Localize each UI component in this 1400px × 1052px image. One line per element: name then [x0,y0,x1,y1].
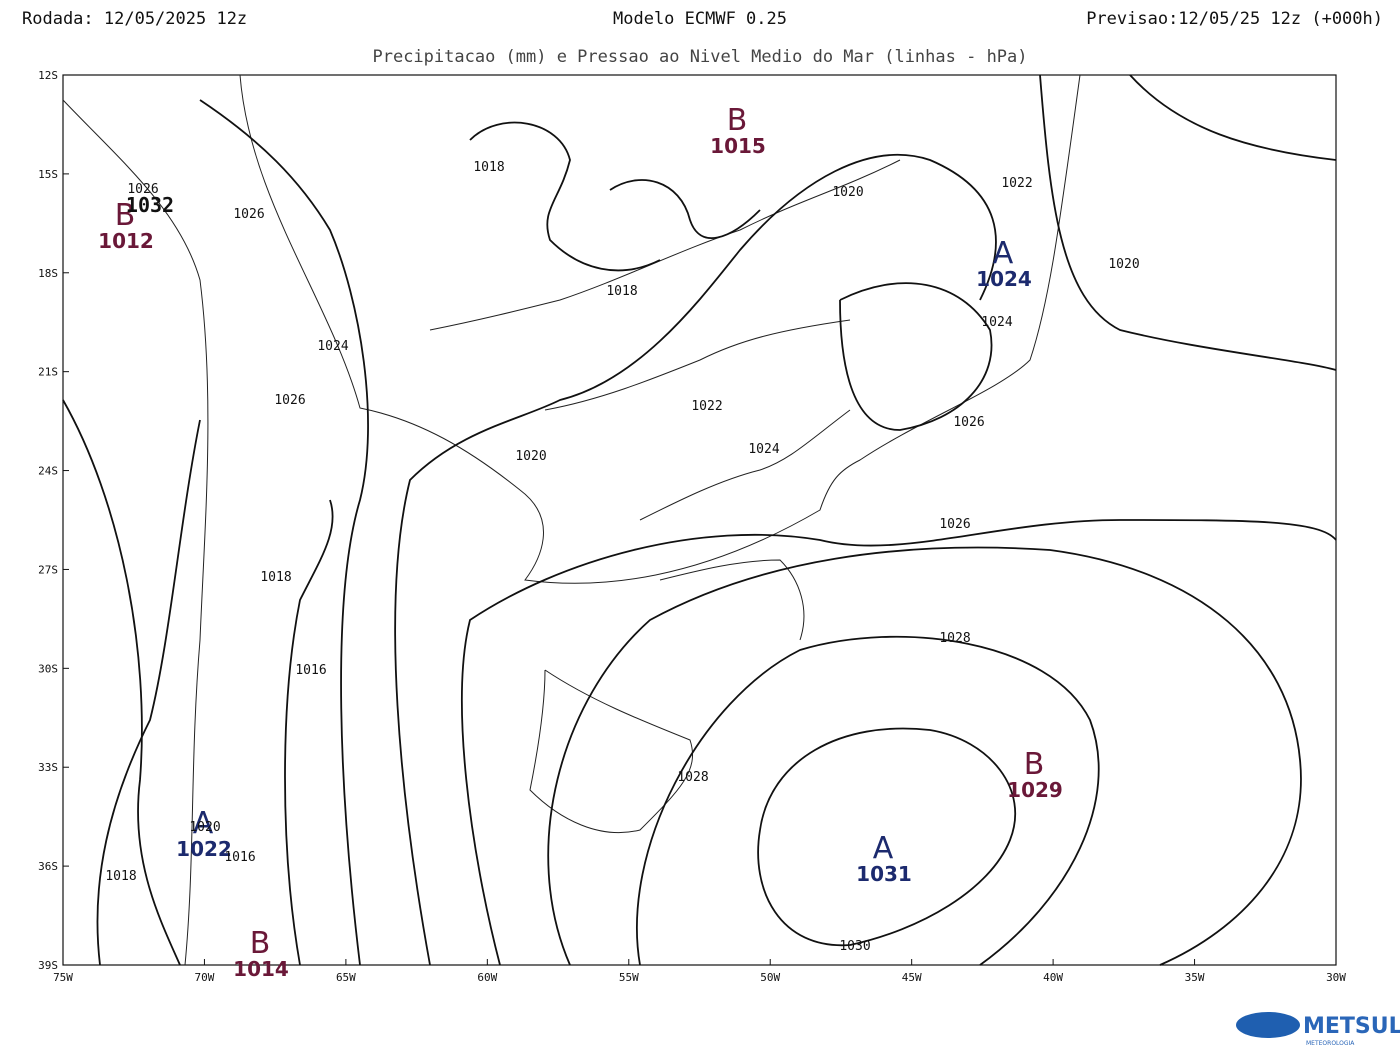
forecast-label: Previsao:12/05/25 12z (+000h) [1086,9,1383,29]
lat-label: 27S [38,563,58,576]
map [62,74,1337,966]
lat-label: 21S [38,366,58,379]
lon-label: 30W [1326,971,1346,984]
contour-label: 1018 [606,284,637,299]
lon-label: 70W [195,971,215,984]
lat-label: 33S [38,761,58,774]
contour-label: 1024 [981,315,1012,330]
lon-label: 40W [1043,971,1063,984]
run-label: Rodada: 12/05/2025 12z [22,9,247,29]
logo-tagline: METEOROLOGIA [1306,1040,1355,1047]
contour-label: 1026 [127,182,158,197]
lon-label: 55W [619,971,639,984]
lon-label: 65W [336,971,356,984]
center-symbol: A [193,806,214,841]
contour-label: 1020 [832,185,863,200]
center-symbol: B [727,103,748,138]
center-value: 1022 [176,837,232,861]
contour-label: 1028 [939,631,970,646]
contour-label: 1028 [677,770,708,785]
contour-label: 1022 [1001,176,1032,191]
lat-label: 24S [38,465,58,478]
contour-label: 1026 [274,393,305,408]
center-value: 1014 [233,957,289,981]
contour-label: 1024 [748,442,779,457]
contour-label: 1016 [224,850,255,865]
contour-label: 1024 [317,339,348,354]
contour-label: 1026 [953,415,984,430]
lat-label: 30S [38,662,58,675]
model-label: Modelo ECMWF 0.25 [613,9,787,29]
lon-label: 75W [53,971,73,984]
contour-label: 1032 [126,193,174,217]
contour-label: 1026 [939,517,970,532]
contour-label: 1016 [295,663,326,678]
center-symbol: A [993,236,1014,271]
center-symbol: B [1024,747,1045,782]
logo-name: METSUL [1303,1014,1400,1039]
center-value: 1029 [1007,778,1063,802]
center-value: 1031 [856,862,912,886]
center-value: 1024 [976,267,1032,291]
center-symbol: B [115,198,136,233]
lon-label: 45W [902,971,922,984]
lat-label: 12S [38,69,58,82]
subtitle: Precipitacao (mm) e Pressao ao Nivel Med… [372,47,1027,67]
lat-label: 18S [38,267,58,280]
center-symbol: A [873,831,894,866]
contour-label: 1018 [260,570,291,585]
lon-label: 60W [477,971,497,984]
contour-label: 1026 [233,207,264,222]
contour-label: 1020 [515,449,546,464]
contour-label: 1020 [189,820,220,835]
lon-label: 50W [760,971,780,984]
center-symbol: B [250,926,271,961]
lat-label: 36S [38,860,58,873]
logo: METSUL METEOROLOGIA [1236,1012,1400,1047]
center-value: 1012 [98,229,154,253]
isobars [62,74,1337,966]
lat-label: 39S [38,959,58,972]
contour-label: 1020 [1108,257,1139,272]
logo-globe [1236,1012,1300,1038]
lat-label: 15S [38,168,58,181]
contour-label: 1022 [691,399,722,414]
contour-label: 1018 [473,160,504,175]
center-value: 1015 [710,134,766,158]
contour-label: 1018 [105,869,136,884]
contour-label: 1030 [839,939,870,954]
lon-label: 35W [1185,971,1205,984]
borders [62,74,1081,966]
